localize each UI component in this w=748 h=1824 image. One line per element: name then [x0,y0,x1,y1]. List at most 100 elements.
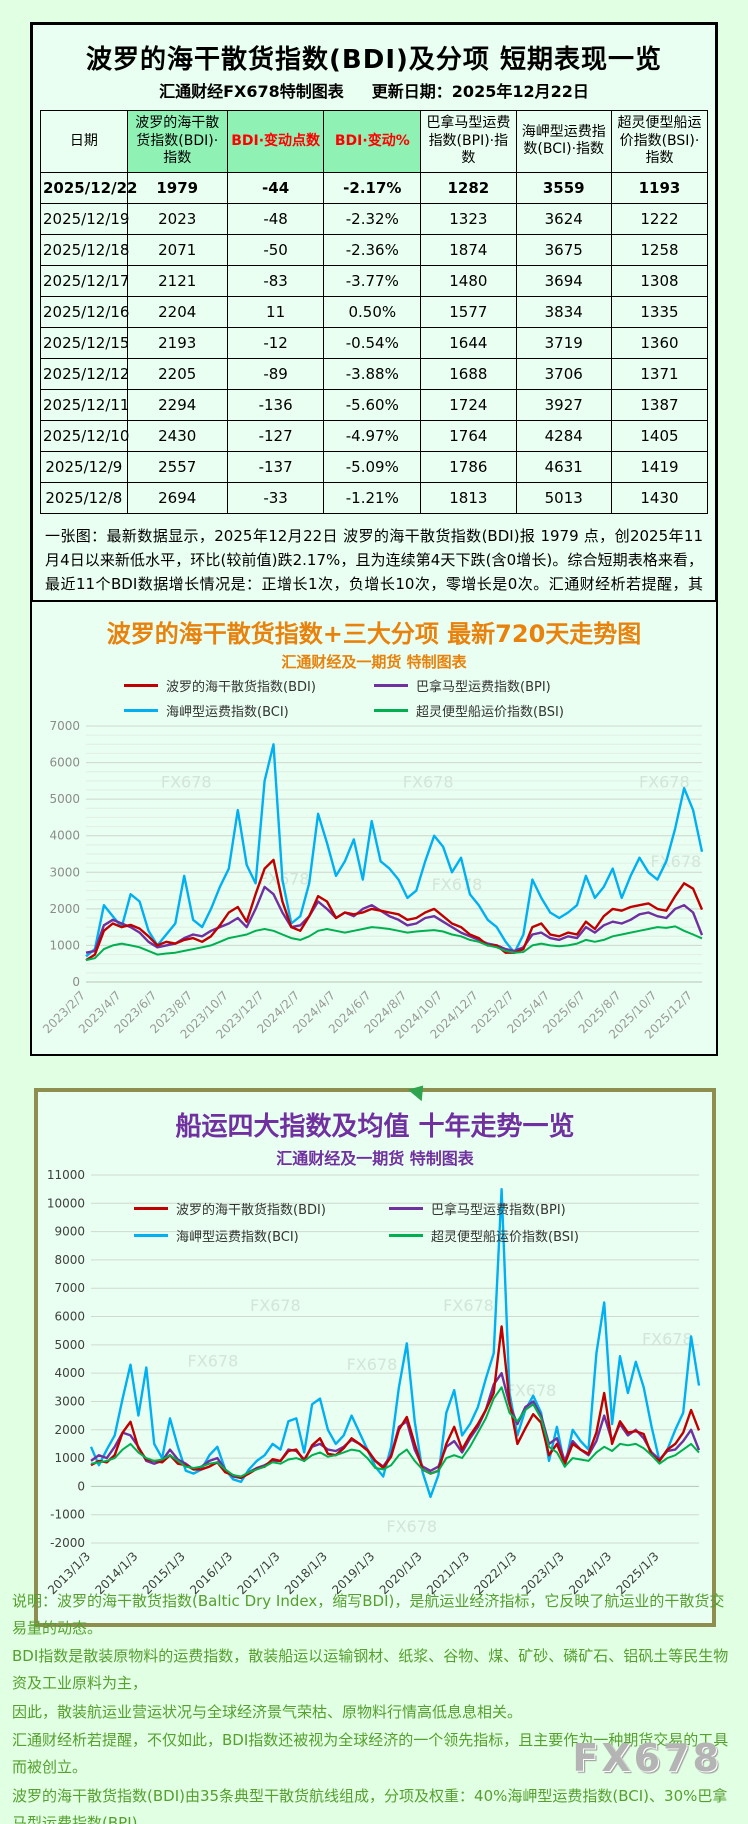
table-cell: 1688 [420,357,517,390]
table-cell: 1258 [610,233,709,266]
table-row: 2025/12/16 2204 11 0.50% 1577 3834 1335 [40,295,709,328]
table-row: 2025/12/11 2294 -136 -5.60% 1724 3927 1387 [40,388,709,421]
legend-label: 巴拿马型运费指数(BPI) [416,680,551,695]
legend-swatch [389,1234,423,1237]
column-header: BDI·变动% [323,110,422,173]
column-header: 超灵便型船运价指数(BSI)·指数 [610,110,709,173]
legend-label: 超灵便型船运价指数(BSI) [431,1230,579,1245]
table-cell: 2121 [126,264,228,297]
table-row: 2025/12/10 2430 -127 -4.97% 1764 4284 1405 [40,419,709,452]
table-cell: 1419 [610,450,709,483]
table-cell: 3624 [515,202,612,235]
svg-text:6000: 6000 [54,1310,85,1324]
table-cell: -12 [226,326,325,359]
legend-label: 海岬型运费指数(BCI) [166,705,289,720]
table-cell: 2071 [126,233,228,266]
chart-10year-section: 船运四大指数及均值 十年走势一览 汇通财经及一期货 特制图表 -2000 -100… [34,1079,716,1627]
chart-720day-title: 波罗的海干散货指数+三大分项 最新720天走势图 [106,620,642,648]
table-subtitle: 汇通财经FX678特制图表 更新日期：2025年12月22日 [33,78,715,102]
svg-text:1000: 1000 [54,1451,85,1465]
column-header: 日期 [40,110,128,173]
table-cell: 1405 [610,419,709,452]
svg-text:3000: 3000 [54,1394,85,1408]
legend-label: 巴拿马型运费指数(BPI) [431,1203,566,1218]
table-cell: 1323 [420,202,517,235]
table-cell: 1874 [420,233,517,266]
svg-text:FX678: FX678 [250,1296,301,1315]
table-cell: 1724 [420,388,517,421]
table-title: 波罗的海干散货指数(BDI)及分项 短期表现一览 [86,45,662,75]
svg-text:4000: 4000 [54,1366,85,1380]
table-cell: 2193 [126,326,228,359]
legend-label: 波罗的海干散货指数(BDI) [176,1203,326,1218]
table-cell: 0.50% [323,295,422,328]
svg-text:FX678: FX678 [188,1351,239,1370]
table-cell: 2025/12/17 [40,264,129,297]
table-cell: -4.97% [323,419,422,452]
svg-text:0: 0 [72,975,80,989]
table-cell: 1193 [610,171,709,204]
table-cell: 1360 [610,326,709,359]
fx678-watermark: FX678 [572,1736,722,1780]
table-cell: 1786 [420,450,517,483]
table-cell: -3.77% [323,264,422,297]
svg-text:1000: 1000 [49,938,80,952]
legend-label: 超灵便型船运价指数(BSI) [416,705,564,720]
table-cell: 1222 [610,202,709,235]
svg-text:FX678: FX678 [347,1355,398,1374]
svg-text:FX678: FX678 [259,870,310,889]
legend-item: 海岬型运费指数(BCI) [134,1226,389,1245]
svg-text:11000: 11000 [47,1169,85,1182]
svg-text:5000: 5000 [49,792,80,806]
chart-720day-plot: 010002000300040005000600070002023/2/7202… [40,720,704,1042]
table-update-date: 更新日期：2025年12月22日 [371,82,589,101]
svg-text:FX678: FX678 [650,852,701,871]
table-cell: -33 [226,481,325,514]
footer-explanation: 说明：波罗的海干散货指数(Baltic Dry Index，缩写BDI)，是航运… [12,1588,738,1824]
table-cell: 2025/12/11 [40,388,129,421]
table-cell: 2294 [126,388,228,421]
table-row: 2025/12/18 2071 -50 -2.36% 1874 3675 1258 [40,233,709,266]
svg-text:FX678: FX678 [443,1296,494,1315]
svg-text:-1000: -1000 [50,1508,85,1522]
table-cell: 1480 [420,264,517,297]
legend-swatch [374,709,408,712]
table-cell: -83 [226,264,325,297]
legend-item: 巴拿马型运费指数(BPI) [374,676,624,695]
legend-label: 海岬型运费指数(BCI) [176,1230,299,1245]
table-cell: 3559 [515,171,612,204]
table-cell: 1308 [610,264,709,297]
table-row: 2025/12/17 2121 -83 -3.77% 1480 3694 1308 [40,264,709,297]
table-cell: -50 [226,233,325,266]
table-cell: -44 [226,171,325,204]
svg-text:FX678: FX678 [432,875,483,894]
svg-text:5000: 5000 [54,1338,85,1352]
table-cell: -89 [226,357,325,390]
table-cell: -2.32% [323,202,422,235]
table-row: 2025/12/9 2557 -137 -5.09% 1786 4631 1419 [40,450,709,483]
svg-text:7000: 7000 [49,720,80,733]
table-cell: 2025/12/22 [40,171,137,204]
table-cell: 2025/12/12 [40,357,129,390]
table-row: 2025/12/8 2694 -33 -1.21% 1813 5013 1430 [40,481,709,514]
table-cell: 1387 [610,388,709,421]
table-cell: -3.88% [323,357,422,390]
table-cell: 1813 [420,481,517,514]
legend-item: 海岬型运费指数(BCI) [124,701,374,720]
table-cell: 3694 [515,264,612,297]
table-row: 2025/12/22 1979 -44 -2.17% 1282 3559 1193 [40,171,709,204]
table-subtitle-source: 汇通财经FX678特制图表 [159,82,344,101]
table-cell: 3927 [515,388,612,421]
table-cell: 2204 [126,295,228,328]
svg-text:2000: 2000 [49,902,80,916]
chart-10year-subtitle: 汇通财经及一期货 特制图表 [276,1149,474,1168]
legend-swatch [389,1207,423,1210]
svg-text:FX678: FX678 [639,772,690,791]
table-cell: 1764 [420,419,517,452]
chart-10year-wrap: -2000 -1000 0 1000 2000 3000 4000 5000 6000 7000 8… [38,1169,712,1621]
table-cell: 1335 [610,295,709,328]
svg-text:6000: 6000 [49,756,80,770]
footer-line: BDI指数是散装原物料的运费指数，散装船运以运输钢材、纸浆、谷物、煤、矿砂、磷矿… [12,1647,729,1693]
table-cell: 2205 [126,357,228,390]
legend-item: 超灵便型船运价指数(BSI) [389,1226,644,1245]
